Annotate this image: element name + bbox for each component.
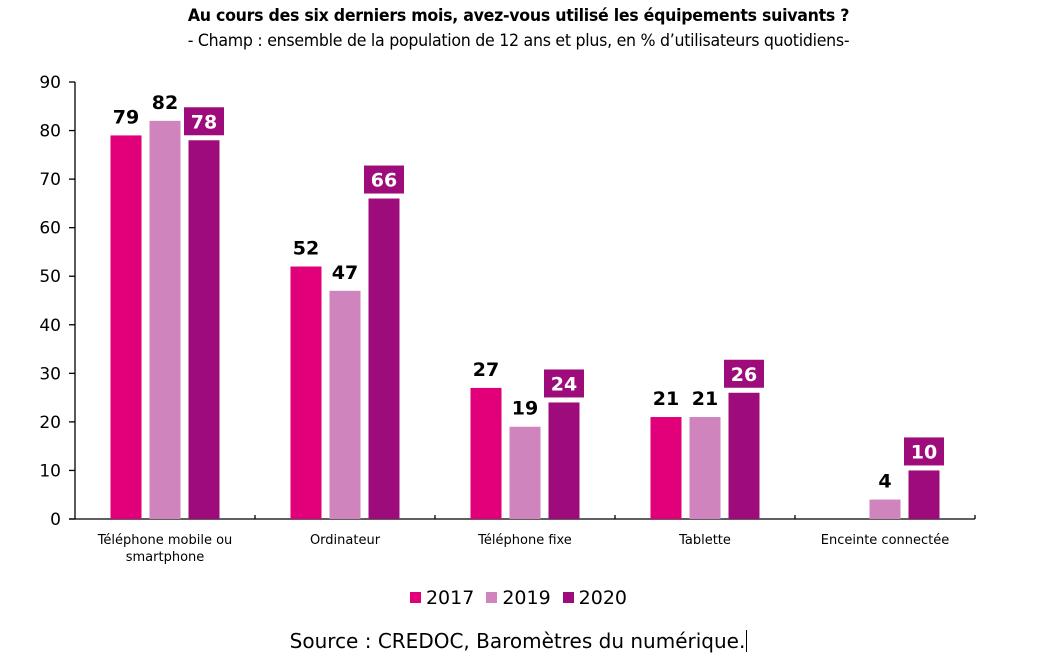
legend-label: 2019 bbox=[502, 587, 551, 609]
data-label: 24 bbox=[551, 373, 577, 395]
legend-item-2020: 2020 bbox=[562, 587, 628, 609]
legend-swatch bbox=[409, 592, 421, 603]
y-tick-label: 60 bbox=[39, 219, 61, 239]
legend-item-2019: 2019 bbox=[486, 587, 551, 609]
x-tick-label: Téléphone mobile ou smartphone bbox=[97, 533, 233, 565]
legend-label: 2017 bbox=[425, 587, 475, 609]
bar-2017 bbox=[110, 135, 142, 519]
y-tick-label: 30 bbox=[39, 364, 61, 384]
data-labels: 79 82 78 52 47 66 27 19 24 21 21 26 4 10 bbox=[113, 92, 944, 493]
data-label: 82 bbox=[152, 92, 178, 114]
bar-2019 bbox=[329, 290, 361, 519]
bar-2019 bbox=[869, 499, 901, 519]
data-label-box bbox=[724, 359, 764, 388]
bar-2019 bbox=[689, 417, 721, 519]
x-tick-label: Ordinateur bbox=[310, 533, 381, 548]
x-tick-label: Téléphone fixe bbox=[477, 533, 572, 548]
y-tick-label: 90 bbox=[39, 73, 61, 93]
data-label: 27 bbox=[473, 359, 499, 381]
data-label: 66 bbox=[371, 170, 397, 192]
y-tick-label: 50 bbox=[39, 267, 61, 287]
bar-2020 bbox=[548, 402, 580, 519]
data-label: 21 bbox=[692, 388, 718, 410]
y-tick-label: 0 bbox=[50, 510, 61, 530]
bar-2020 bbox=[368, 198, 400, 520]
bar-2019 bbox=[509, 426, 541, 519]
bar-2017 bbox=[470, 387, 502, 519]
bar-2017 bbox=[650, 417, 682, 519]
data-label: 26 bbox=[731, 364, 757, 386]
y-axis: 0 10 20 30 40 50 60 70 80 90 bbox=[39, 73, 76, 530]
data-label: 4 bbox=[878, 471, 891, 493]
y-tick-label: 10 bbox=[39, 461, 61, 481]
y-tick-label: 20 bbox=[39, 413, 61, 433]
source-text: Source : CREDOC, Baromètres du numérique… bbox=[289, 629, 746, 653]
text-cursor bbox=[746, 630, 748, 652]
y-tick-label: 40 bbox=[39, 316, 61, 336]
y-tick-label: 70 bbox=[39, 170, 61, 190]
x-tick-label: Enceinte connectée bbox=[821, 533, 950, 548]
data-label: 10 bbox=[911, 441, 937, 463]
legend-item-2017: 2017 bbox=[409, 587, 475, 609]
data-label: 78 bbox=[191, 111, 217, 133]
bar-2017 bbox=[290, 266, 322, 519]
bar-2020 bbox=[908, 470, 940, 519]
chart-title: Au cours des six derniers mois, avez-vou… bbox=[187, 6, 850, 26]
y-tick-label: 80 bbox=[39, 122, 61, 142]
data-label-box bbox=[544, 369, 584, 398]
data-label-box bbox=[904, 437, 944, 466]
bar-2020 bbox=[188, 140, 220, 519]
data-label: 52 bbox=[293, 238, 319, 260]
bars bbox=[110, 120, 940, 520]
legend: 2017 2019 2020 bbox=[0, 587, 1037, 609]
legend-swatch bbox=[486, 592, 498, 603]
x-tick-label: Tablette bbox=[678, 533, 731, 548]
data-label: 21 bbox=[653, 388, 679, 410]
bar-2020 bbox=[728, 392, 760, 519]
bar-chart: 0 10 20 30 40 50 60 70 80 90 Téléphone mobile ou s… bbox=[39, 73, 976, 565]
x-axis: Téléphone mobile ou smartphone Ordinateur T… bbox=[69, 515, 976, 565]
legend-label: 2020 bbox=[578, 587, 628, 609]
data-label-box bbox=[184, 107, 224, 136]
data-label: 47 bbox=[332, 262, 358, 284]
data-label: 19 bbox=[512, 398, 538, 420]
bar-2019 bbox=[149, 120, 181, 519]
data-label: 79 bbox=[113, 106, 139, 128]
data-label-box bbox=[364, 165, 404, 194]
legend-swatch bbox=[562, 592, 574, 603]
source-note: Source : CREDOC, Baromètres du numérique… bbox=[0, 629, 1037, 653]
chart-subtitle: - Champ : ensemble de la population de 1… bbox=[187, 31, 850, 51]
